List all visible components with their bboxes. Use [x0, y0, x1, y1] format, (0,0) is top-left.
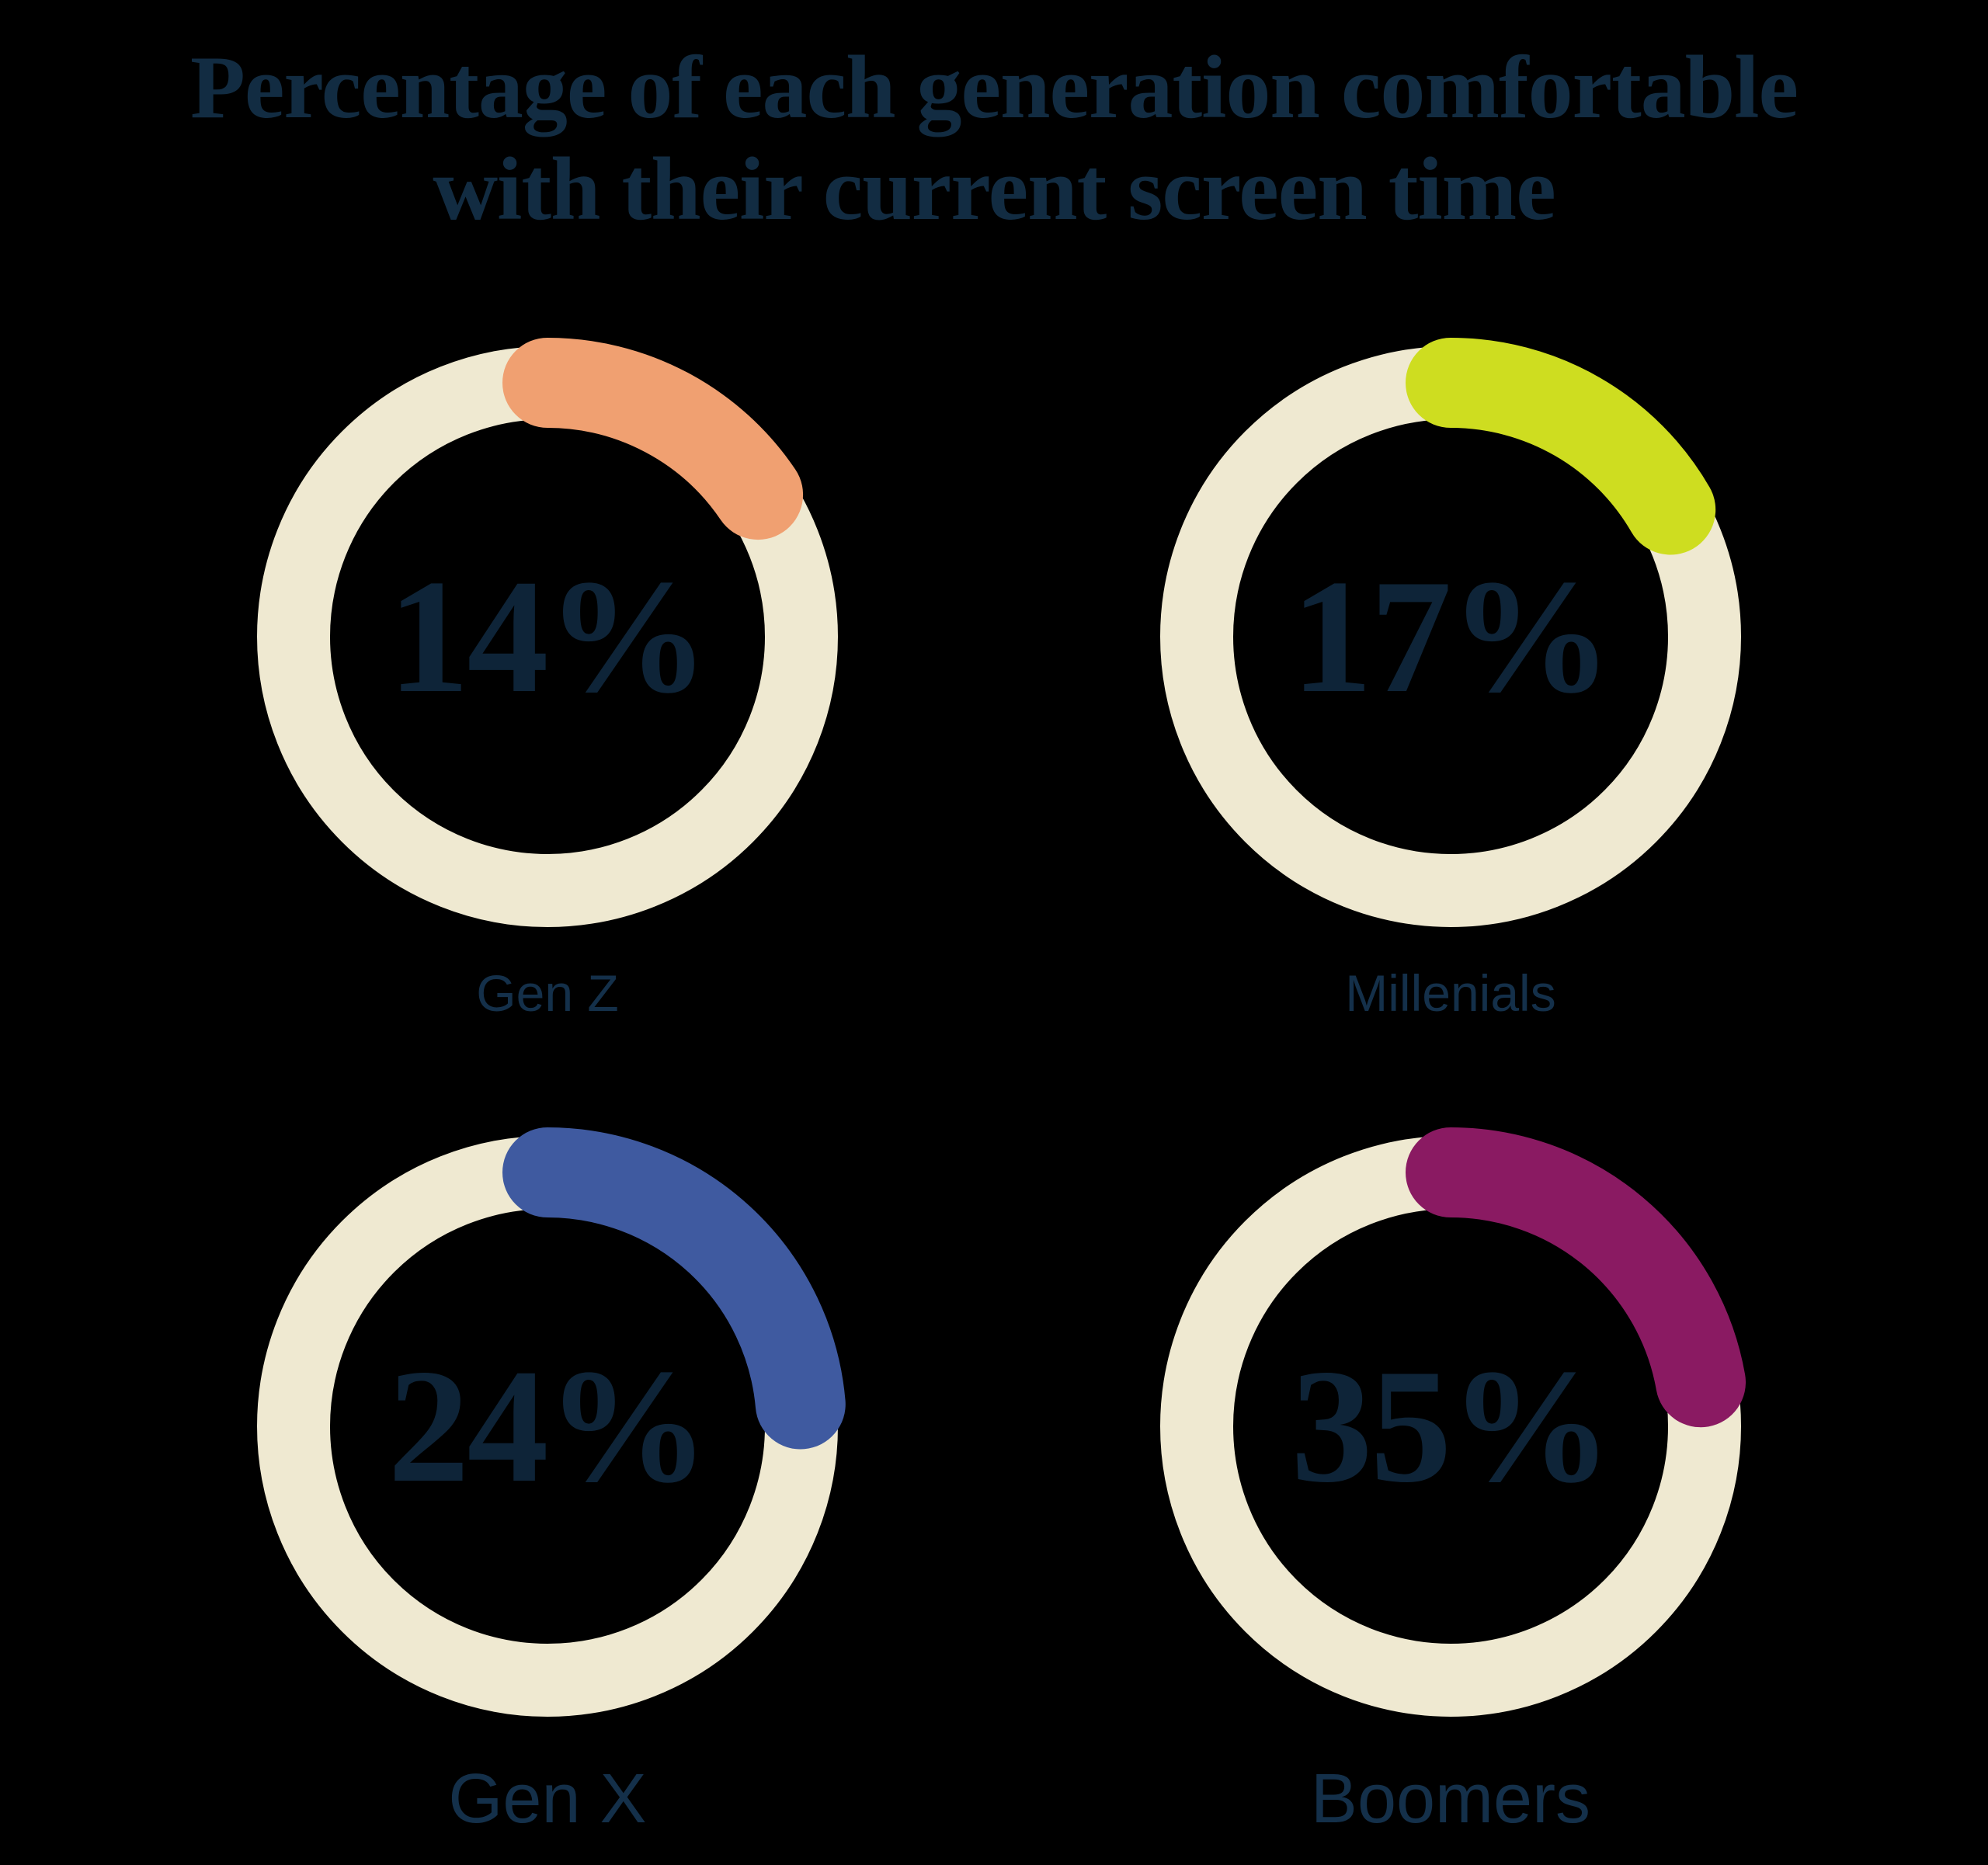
- chart-title-line-2: with their current screen time: [433, 140, 1555, 240]
- donut-chart-millenials: 17% Millenials: [1159, 338, 1742, 1075]
- donut-label-boomers: Boomers: [1310, 1760, 1591, 1838]
- donut-label-gen-x: Gen X: [448, 1760, 647, 1838]
- donut-ring-millenials: [1160, 338, 1741, 927]
- donut-chart-gen-x: 24% Gen X: [256, 1127, 846, 1865]
- chart-title: Percentage of each generation comfortabl…: [0, 37, 1988, 241]
- donut-label-millenials: Millenials: [1345, 964, 1556, 1022]
- chart-title-line-1: Percentage of each generation comfortabl…: [190, 38, 1799, 137]
- donut-label-gen-z: Gen Z: [476, 964, 619, 1022]
- donut-ring-gen-x: [257, 1127, 846, 1717]
- donut-chart-boomers: 35% Boomers: [1159, 1127, 1746, 1865]
- donut-chart-gen-z: 14% Gen Z: [256, 338, 839, 1075]
- donut-ring-gen-z: [257, 338, 838, 927]
- donut-ring-boomers: [1160, 1127, 1746, 1717]
